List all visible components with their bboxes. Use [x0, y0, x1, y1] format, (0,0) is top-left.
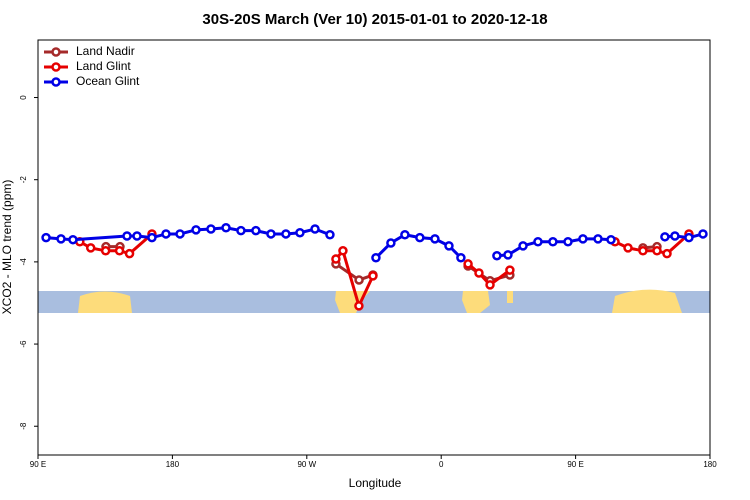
point	[485, 280, 495, 290]
point	[400, 230, 410, 240]
point	[122, 231, 132, 241]
point	[124, 248, 135, 259]
map-strip	[38, 289, 710, 313]
legend-marker	[51, 47, 61, 57]
ocean	[38, 291, 710, 313]
point	[251, 225, 261, 236]
point	[325, 230, 335, 240]
point	[191, 225, 201, 235]
y-tick-label: -6	[19, 340, 28, 348]
x-axis-label: Longitude	[349, 476, 402, 490]
point	[698, 229, 708, 239]
point	[114, 246, 125, 256]
point	[56, 234, 66, 244]
point	[331, 254, 341, 264]
point	[474, 268, 484, 278]
x-tick-label: 180	[703, 460, 717, 469]
point	[578, 234, 588, 244]
point	[548, 236, 558, 247]
point	[354, 275, 364, 285]
point	[221, 223, 231, 233]
point	[175, 229, 185, 239]
point	[660, 232, 670, 242]
land	[612, 289, 682, 313]
x-tick-label: 90 W	[297, 460, 316, 469]
legend-marker	[51, 62, 61, 72]
point	[638, 246, 648, 256]
point	[68, 234, 78, 245]
point	[623, 243, 633, 253]
point	[492, 250, 502, 261]
plot-frame	[37, 39, 711, 456]
point	[85, 243, 96, 253]
point	[281, 229, 291, 239]
point	[386, 238, 396, 248]
legend-label: Land Glint	[76, 59, 131, 73]
point	[161, 229, 171, 239]
point	[310, 224, 320, 234]
point	[533, 236, 543, 247]
point	[606, 234, 616, 245]
point	[652, 246, 662, 256]
legend-marker	[51, 77, 61, 87]
y-tick-label: -8	[19, 422, 28, 430]
point	[147, 232, 157, 243]
point	[456, 253, 466, 263]
point	[444, 241, 454, 251]
point	[206, 224, 216, 234]
point	[338, 246, 348, 256]
point	[503, 250, 513, 260]
point	[132, 231, 142, 241]
point	[100, 246, 111, 256]
y-tick-label: -4	[19, 258, 28, 266]
point	[430, 234, 440, 244]
chart-title: 30S-20S March (Ver 10) 2015-01-01 to 202…	[202, 11, 547, 28]
x-tick-label: 180	[166, 460, 180, 469]
land	[507, 291, 513, 303]
land	[78, 291, 132, 313]
point	[684, 232, 694, 243]
x-tick-label: 90 E	[567, 460, 583, 469]
point	[593, 234, 603, 244]
point	[371, 253, 381, 263]
point	[368, 271, 378, 281]
y-tick-label: 0	[19, 95, 28, 100]
land	[335, 291, 370, 313]
land	[462, 291, 490, 313]
point	[415, 232, 425, 243]
y-axis-label: XCO2 - MLO trend (ppm)	[0, 180, 14, 315]
point	[295, 227, 305, 238]
y-tick-label: -2	[19, 176, 28, 184]
point	[236, 225, 246, 236]
point	[463, 259, 473, 269]
point	[563, 236, 573, 247]
point	[662, 248, 672, 259]
x-tick-label: 90 E	[30, 460, 46, 469]
x-tick-label: 0	[439, 460, 444, 469]
point	[354, 301, 364, 311]
point	[505, 265, 515, 275]
legend-label: Land Nadir	[76, 44, 135, 58]
series-line	[79, 232, 690, 311]
point	[41, 232, 51, 243]
point	[518, 241, 528, 251]
point	[670, 231, 680, 241]
point	[266, 229, 276, 239]
legend-label: Ocean Glint	[76, 74, 140, 88]
